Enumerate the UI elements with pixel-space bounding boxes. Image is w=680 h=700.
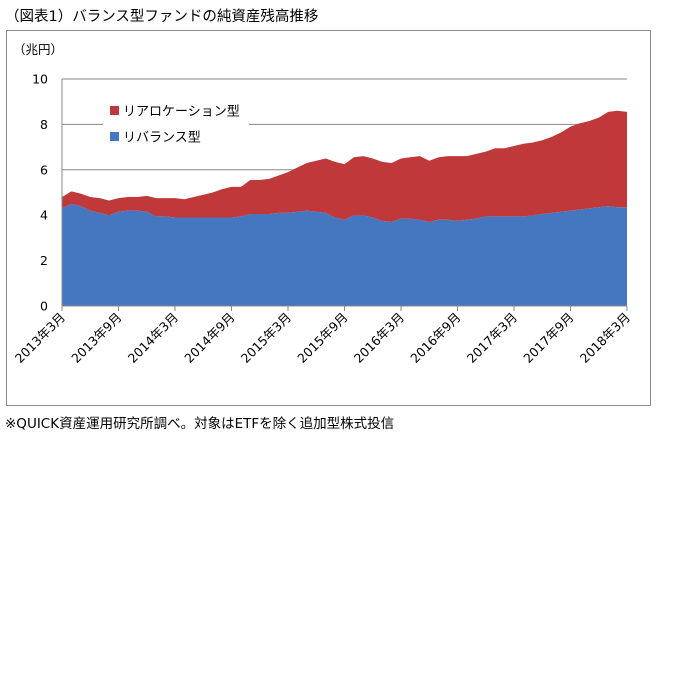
- x-tick-label: 2016年9月: [407, 310, 463, 366]
- x-tick-label: 2014年3月: [125, 310, 181, 366]
- y-tick-label: 6: [40, 162, 48, 177]
- x-tick-label: 2015年3月: [238, 310, 294, 366]
- y-tick-label: 2: [40, 253, 48, 268]
- legend-label: リバランス型: [123, 131, 201, 146]
- legend-swatch: [110, 106, 119, 115]
- area-reallocation: [62, 110, 627, 223]
- legend-box: [103, 98, 249, 153]
- x-tick-label: 2013年3月: [12, 310, 68, 366]
- y-tick-label: 4: [40, 208, 48, 223]
- x-tick-label: 2013年9月: [68, 310, 124, 366]
- series-areas: [62, 110, 627, 306]
- x-tick-label: 2015年9月: [294, 310, 350, 366]
- chart-title: （図表1）バランス型ファンドの純資産残高推移: [5, 9, 319, 25]
- x-tick-label: 2014年9月: [181, 310, 237, 366]
- x-tick-label: 2017年3月: [464, 310, 520, 366]
- source-note: ※QUICK資産運用研究所調べ。対象はETFを除く追加型株式投信: [5, 416, 395, 432]
- x-tick-label: 2016年3月: [351, 310, 407, 366]
- legend-swatch: [110, 132, 119, 141]
- x-tick-label: 2017年9月: [520, 310, 576, 366]
- y-tick-label: 10: [32, 72, 48, 87]
- area-rebalance: [62, 203, 627, 306]
- legend-label: リアロケーション型: [123, 105, 240, 120]
- x-tick-label: 2018年3月: [577, 310, 633, 366]
- y-axis-label: （兆円）: [13, 42, 63, 57]
- y-tick-label: 0: [40, 299, 48, 314]
- y-tick-label: 8: [40, 117, 48, 132]
